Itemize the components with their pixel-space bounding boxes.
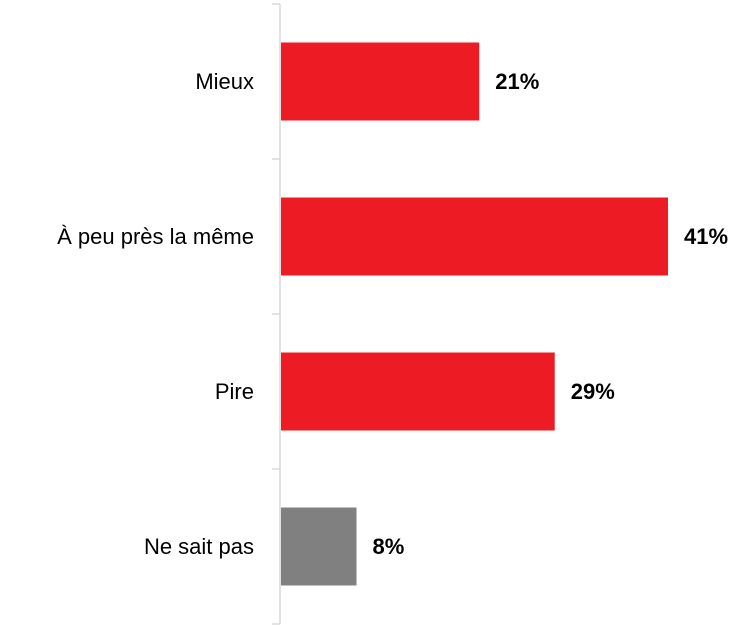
bar-3 bbox=[281, 352, 555, 431]
bar-1 bbox=[281, 42, 480, 121]
value-label-2: 41% bbox=[684, 224, 728, 249]
value-label-4: 8% bbox=[373, 534, 405, 559]
category-labels: Mieux À peu près la même Pire Ne sait pas bbox=[57, 69, 254, 559]
category-label-4: Ne sait pas bbox=[144, 534, 254, 559]
category-label-2: À peu près la même bbox=[57, 224, 254, 249]
category-label-3: Pire bbox=[215, 379, 254, 404]
category-label-1: Mieux bbox=[195, 69, 254, 94]
category-axis bbox=[272, 3, 281, 625]
value-label-3: 29% bbox=[571, 379, 615, 404]
bar-4 bbox=[281, 507, 357, 586]
bars-group bbox=[281, 42, 668, 586]
value-labels: 21% 41% 29% 8% bbox=[373, 69, 729, 559]
bar-2 bbox=[281, 197, 668, 276]
value-label-1: 21% bbox=[495, 69, 539, 94]
